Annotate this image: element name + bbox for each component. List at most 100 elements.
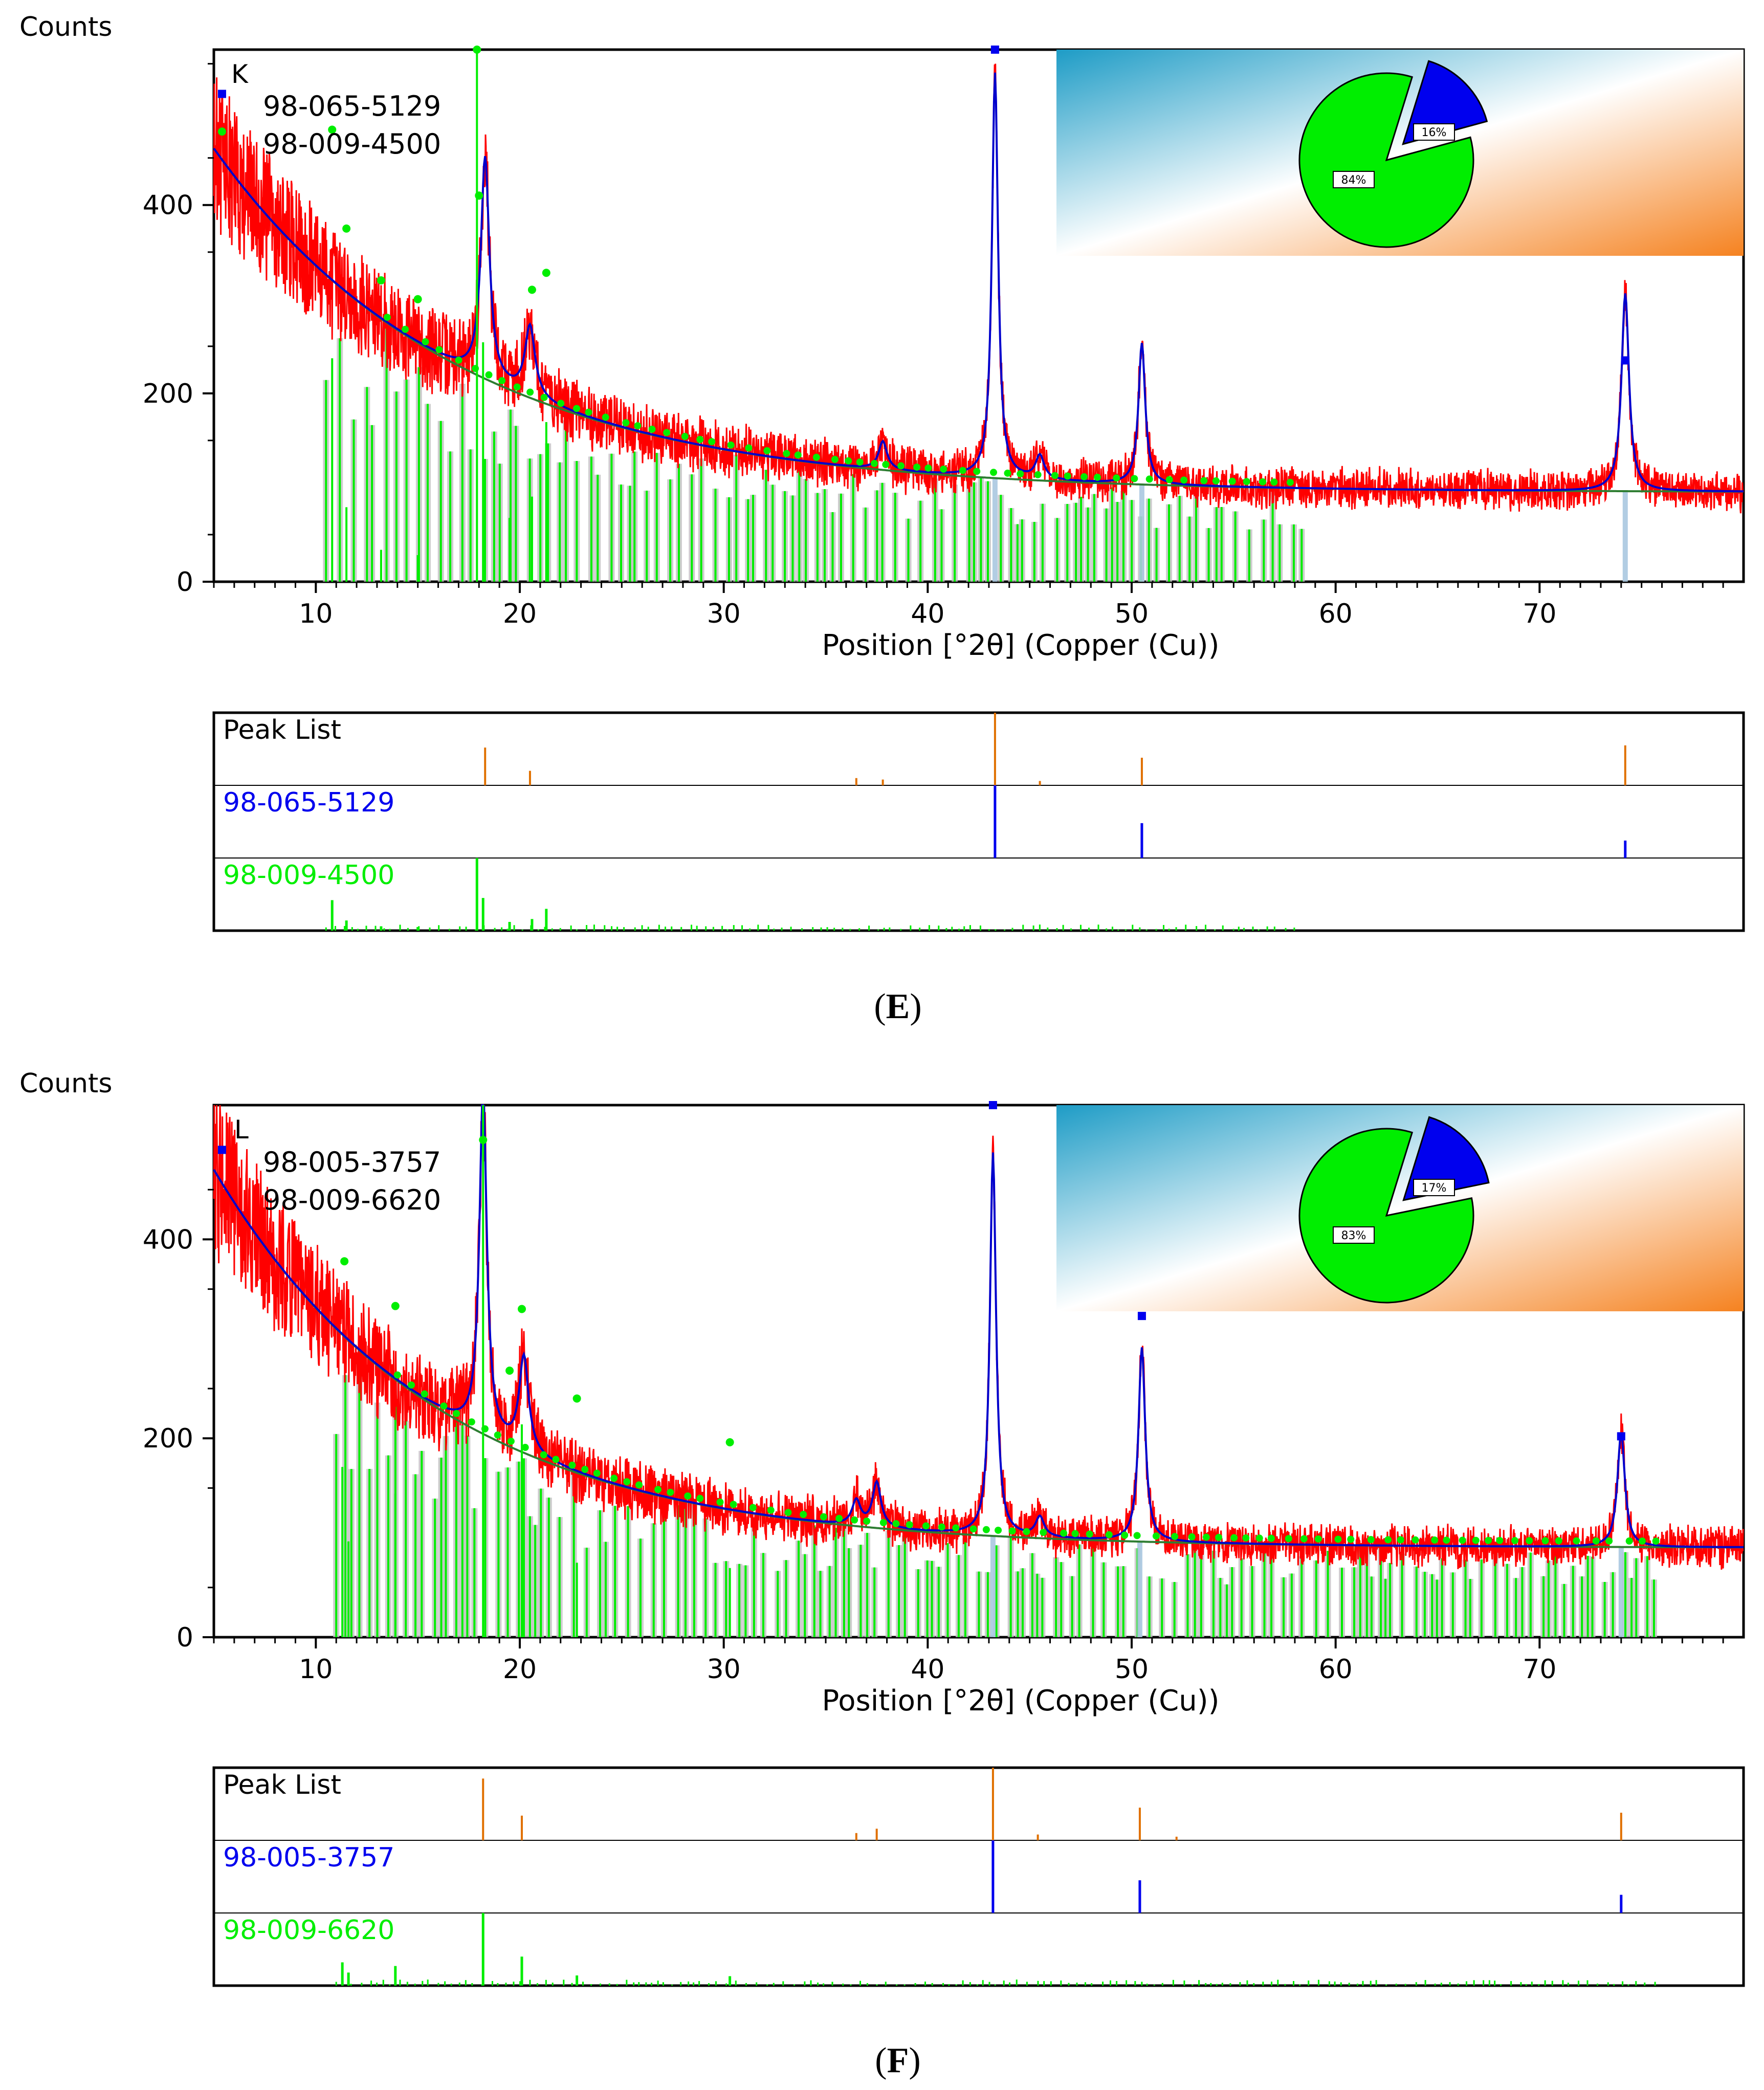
x-tick-label: 20 xyxy=(503,1654,537,1685)
reference-dot xyxy=(882,460,890,468)
reference-dot xyxy=(498,377,506,385)
x-tick-label: 30 xyxy=(707,599,741,629)
phase-b-marker xyxy=(413,295,422,303)
y-tick-label: 200 xyxy=(143,379,193,409)
reference-dot xyxy=(851,1516,858,1524)
reference-dot xyxy=(455,356,462,364)
phase-b-marker xyxy=(217,127,226,136)
pie-label-box-major xyxy=(1333,1226,1375,1244)
reference-dot xyxy=(421,1390,428,1398)
phase-b-marker xyxy=(505,1367,514,1375)
x-axis-title: Position [°2θ] (Copper (Cu)) xyxy=(822,629,1220,662)
reference-dot xyxy=(507,1437,515,1445)
reference-dot xyxy=(727,441,735,449)
reference-dot xyxy=(1212,477,1220,485)
reference-dot xyxy=(568,1461,576,1469)
x-tick-label: 10 xyxy=(299,1654,333,1685)
reference-dot xyxy=(408,1381,415,1389)
reference-dot xyxy=(1605,1537,1613,1545)
reference-dot xyxy=(812,453,820,461)
reference-dot xyxy=(468,1418,475,1426)
reference-dot xyxy=(513,383,521,391)
phase-inset: 16% 84% xyxy=(1056,50,1744,256)
y-tick-label: 0 xyxy=(177,567,193,598)
x-tick-label: 70 xyxy=(1523,1654,1556,1685)
reference-dot xyxy=(1555,1537,1562,1545)
peaklist-frame xyxy=(212,1766,1745,1987)
reference-dot xyxy=(540,1451,547,1459)
figure-caption: (F) xyxy=(875,2041,920,2080)
plot-layer xyxy=(213,1101,1744,1637)
reference-dot xyxy=(1259,478,1267,486)
reference-dot xyxy=(540,393,548,401)
reference-dot xyxy=(1242,1534,1250,1542)
phase-a-stick xyxy=(990,1536,996,1637)
reference-dot xyxy=(684,1492,692,1500)
pie-label-minor: 16% xyxy=(1422,126,1447,139)
phase-b-marker xyxy=(340,1257,349,1266)
reference-dot xyxy=(453,1410,460,1417)
reference-dot xyxy=(663,429,671,436)
reference-dot xyxy=(1113,474,1120,482)
phase-b-marker xyxy=(725,1438,734,1446)
reference-dot xyxy=(1145,475,1153,483)
reference-dot xyxy=(1060,1529,1068,1537)
reference-dot xyxy=(1496,1536,1504,1544)
reference-dot xyxy=(845,457,852,465)
reference-dot xyxy=(1652,1537,1660,1545)
reference-dot xyxy=(938,1523,945,1531)
reference-dot xyxy=(696,435,704,443)
phase-b-marker xyxy=(391,1302,400,1310)
reference-dot xyxy=(1081,473,1088,480)
caption-letter: F xyxy=(887,2041,909,2080)
pie-label-major: 83% xyxy=(1341,1229,1366,1242)
phase-a-marker xyxy=(1137,1312,1146,1321)
x-tick-label: 60 xyxy=(1319,599,1353,629)
reference-dot xyxy=(783,450,790,457)
phase-b-marker xyxy=(328,125,337,134)
axis-layer: 10 20 30 40 50 60 70 0 200 400 xyxy=(143,1189,1724,1685)
x-tick-label: 50 xyxy=(1115,599,1149,629)
plot-layer xyxy=(213,46,1744,582)
reference-dot xyxy=(1243,478,1250,486)
x-tick-label: 50 xyxy=(1115,1654,1149,1685)
reference-dot xyxy=(1285,1535,1292,1543)
x-tick-label: 60 xyxy=(1319,1654,1353,1685)
caption-letter: E xyxy=(886,987,910,1026)
y-tick-label: 200 xyxy=(143,1423,193,1454)
phase-b-marker xyxy=(542,269,550,277)
reference-dot xyxy=(784,1509,792,1516)
reference-dot xyxy=(1334,1535,1342,1543)
reference-dot xyxy=(593,1469,601,1477)
y-tick-label: 400 xyxy=(143,1224,193,1255)
reference-dot xyxy=(716,1499,724,1506)
phase-a-stick xyxy=(992,478,998,582)
reference-dot xyxy=(422,338,429,345)
reference-dot xyxy=(1017,470,1024,478)
phase-a-stick xyxy=(1618,1547,1624,1637)
reference-dot xyxy=(982,1526,990,1533)
reference-dot xyxy=(897,462,905,470)
reference-dot xyxy=(1267,1534,1275,1542)
peaklist-label: Peak List xyxy=(223,715,341,745)
reference-dot xyxy=(831,455,839,463)
reference-dot xyxy=(1300,1535,1308,1543)
reference-dot xyxy=(940,466,947,473)
reference-dot xyxy=(1188,1533,1196,1541)
reference-dot xyxy=(820,1513,827,1521)
reference-dot xyxy=(708,438,716,446)
reference-dot xyxy=(990,469,998,476)
panel-label: K xyxy=(231,59,249,89)
peaklist-sticks xyxy=(335,1768,1656,1986)
reference-dot xyxy=(1472,1536,1480,1544)
reference-dot xyxy=(402,325,409,333)
reference-dot xyxy=(1171,1533,1179,1541)
x-tick-label: 40 xyxy=(911,599,944,629)
x-tick-label: 30 xyxy=(707,1654,741,1685)
phase-b-marker xyxy=(527,285,536,294)
reference-dot xyxy=(1443,1536,1450,1544)
reference-dot xyxy=(602,413,609,421)
reference-dot xyxy=(1592,1537,1600,1545)
y-axis-title: Counts xyxy=(19,12,113,42)
phase-b-code: 98-009-6620 xyxy=(263,1184,441,1216)
